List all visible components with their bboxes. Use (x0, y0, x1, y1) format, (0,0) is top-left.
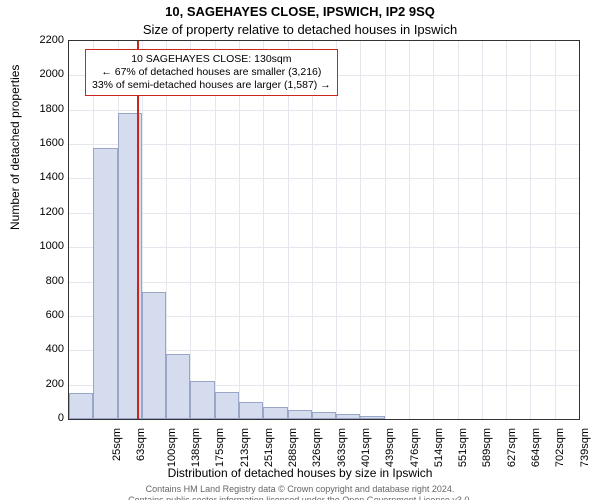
annotation-line-3: 33% of semi-detached houses are larger (… (92, 79, 331, 91)
gridline-v (458, 41, 459, 419)
y-tick-label: 2200 (24, 34, 64, 46)
gridline-v (190, 41, 191, 419)
annotation-box: 10 SAGEHAYES CLOSE: 130sqm← 67% of detac… (85, 49, 338, 96)
footer-line-1: Contains HM Land Registry data © Crown c… (146, 484, 455, 494)
x-tick-label: 702sqm (554, 428, 566, 467)
footer-line-2: Contains public sector information licen… (128, 495, 472, 500)
histogram-bar (142, 292, 166, 419)
gridline-v (555, 41, 556, 419)
x-tick-label: 100sqm (166, 428, 178, 467)
x-tick-label: 213sqm (239, 428, 251, 467)
x-tick-label: 551sqm (457, 428, 469, 467)
page-title: 10, SAGEHAYES CLOSE, IPSWICH, IP2 9SQ (0, 4, 600, 19)
y-axis-label: Number of detached properties (8, 65, 22, 230)
y-tick-label: 1400 (24, 171, 64, 183)
annotation-line-1: 10 SAGEHAYES CLOSE: 130sqm (131, 53, 291, 65)
x-tick-label: 439sqm (384, 428, 396, 467)
x-tick-label: 401sqm (360, 428, 372, 467)
histogram-bar (312, 412, 336, 419)
gridline-v (336, 41, 337, 419)
gridline-v (215, 41, 216, 419)
gridline-v (506, 41, 507, 419)
annotation-line-2: ← 67% of detached houses are smaller (3,… (101, 66, 321, 78)
gridline-v (360, 41, 361, 419)
gridline-v (312, 41, 313, 419)
x-tick-label: 514sqm (433, 428, 445, 467)
x-tick-label: 363sqm (336, 428, 348, 467)
gridline-h (69, 178, 579, 179)
x-tick-label: 739sqm (579, 428, 591, 467)
y-tick-label: 2000 (24, 68, 64, 80)
gridline-v (385, 41, 386, 419)
y-tick-label: 1200 (24, 206, 64, 218)
y-tick-label: 800 (24, 275, 64, 287)
x-tick-label: 138sqm (190, 428, 202, 467)
histogram-bar (360, 416, 384, 419)
gridline-v (482, 41, 483, 419)
y-tick-label: 600 (24, 309, 64, 321)
y-tick-label: 1600 (24, 137, 64, 149)
histogram-bar (263, 407, 287, 419)
x-tick-label: 664sqm (530, 428, 542, 467)
histogram-bar (215, 392, 239, 419)
y-tick-label: 200 (24, 378, 64, 390)
y-tick-label: 400 (24, 343, 64, 355)
x-tick-label: 63sqm (135, 428, 147, 461)
gridline-v (409, 41, 410, 419)
gridline-v (433, 41, 434, 419)
reference-line (137, 41, 139, 419)
gridline-h (69, 282, 579, 283)
histogram-bar (336, 414, 360, 419)
y-tick-label: 0 (24, 412, 64, 424)
histogram-bar (93, 148, 117, 419)
footer-text: Contains HM Land Registry data © Crown c… (0, 484, 600, 500)
x-tick-label: 326sqm (312, 428, 324, 467)
histogram-plot: 10 SAGEHAYES CLOSE: 130sqm← 67% of detac… (68, 40, 580, 420)
gridline-v (263, 41, 264, 419)
histogram-bar (239, 402, 263, 419)
gridline-v (530, 41, 531, 419)
y-tick-label: 1800 (24, 103, 64, 115)
histogram-bar (288, 410, 312, 419)
page-subtitle: Size of property relative to detached ho… (0, 22, 600, 37)
x-tick-label: 25sqm (111, 428, 123, 461)
x-tick-label: 476sqm (409, 428, 421, 467)
gridline-h (69, 213, 579, 214)
gridline-v (288, 41, 289, 419)
histogram-bar (166, 354, 190, 419)
gridline-h (69, 144, 579, 145)
gridline-v (239, 41, 240, 419)
gridline-h (69, 110, 579, 111)
x-tick-label: 251sqm (263, 428, 275, 467)
histogram-bar (69, 393, 93, 419)
x-axis-label: Distribution of detached houses by size … (0, 466, 600, 480)
x-tick-label: 627sqm (506, 428, 518, 467)
gridline-h (69, 247, 579, 248)
x-tick-label: 589sqm (482, 428, 494, 467)
x-tick-label: 175sqm (214, 428, 226, 467)
histogram-bar (190, 381, 214, 419)
y-tick-label: 1000 (24, 240, 64, 252)
x-tick-label: 288sqm (287, 428, 299, 467)
